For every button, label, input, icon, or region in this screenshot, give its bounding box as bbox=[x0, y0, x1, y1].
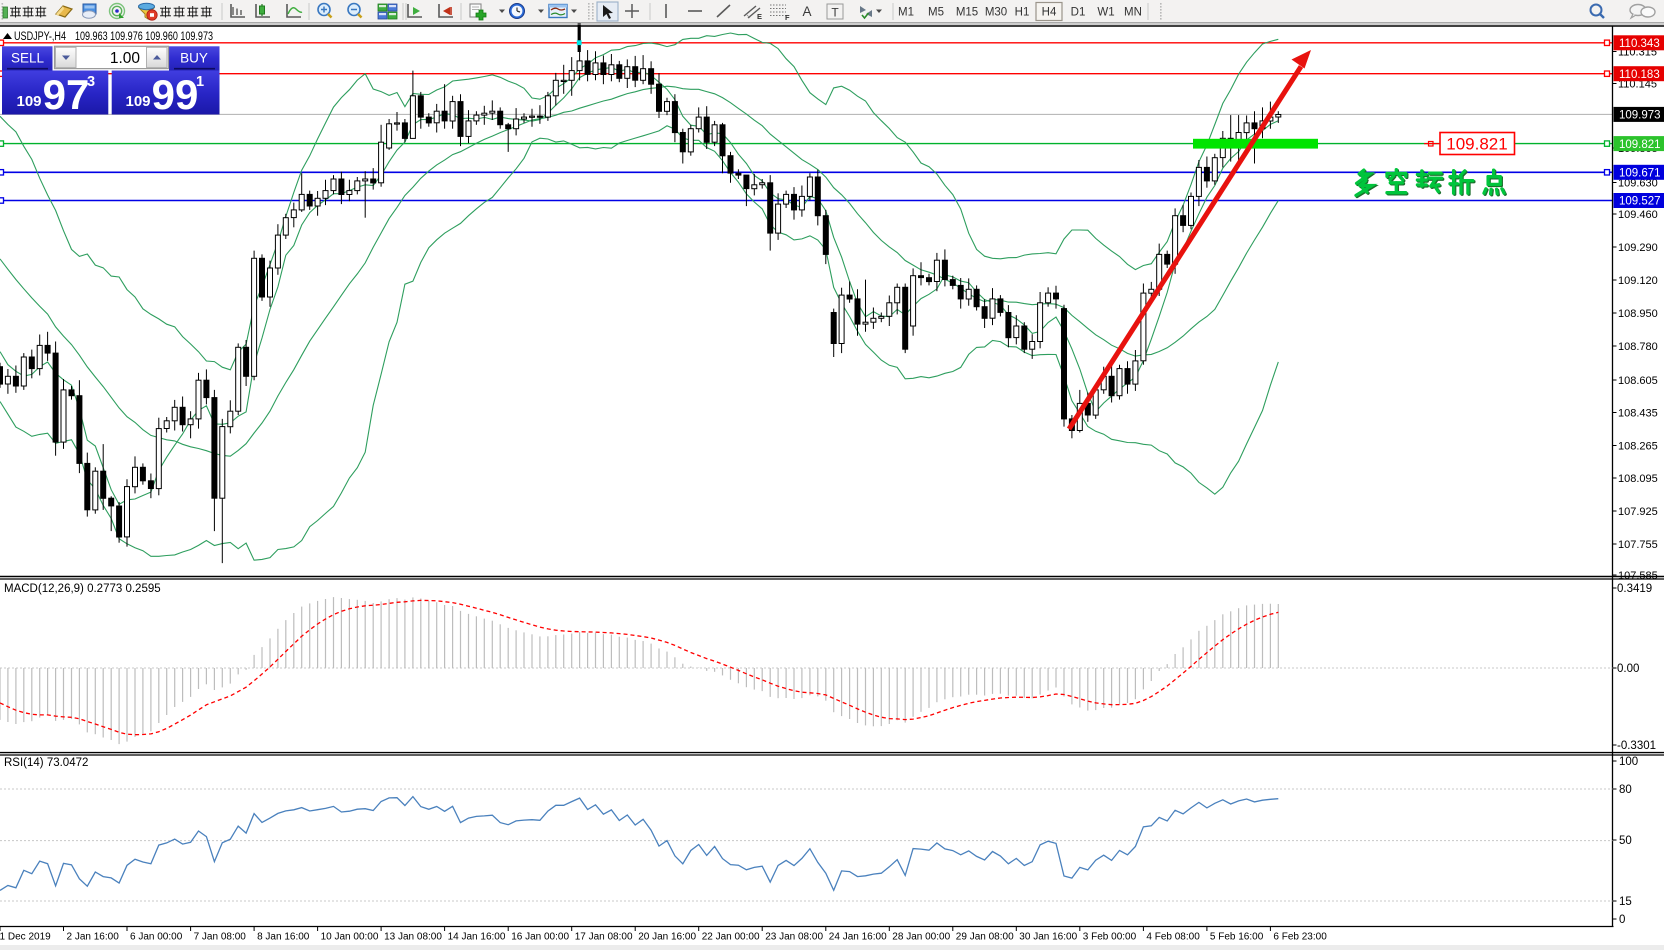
svg-text:0.00: 0.00 bbox=[1617, 663, 1639, 675]
svg-text:108.265: 108.265 bbox=[1618, 441, 1658, 453]
svg-text:W1: W1 bbox=[1097, 7, 1114, 19]
svg-text:109.671: 109.671 bbox=[1619, 168, 1661, 180]
svg-text:50: 50 bbox=[1619, 835, 1632, 847]
svg-text:80: 80 bbox=[1619, 784, 1632, 796]
svg-text:108.950: 108.950 bbox=[1618, 308, 1658, 320]
svg-text:14 Jan 16:00: 14 Jan 16:00 bbox=[448, 932, 506, 943]
svg-text:16 Jan 00:00: 16 Jan 00:00 bbox=[511, 932, 569, 943]
svg-text:100: 100 bbox=[1619, 756, 1638, 768]
svg-text:109.460: 109.460 bbox=[1618, 209, 1658, 221]
svg-text:M5: M5 bbox=[928, 7, 944, 19]
svg-text:6 Jan 00:00: 6 Jan 00:00 bbox=[130, 932, 183, 943]
svg-text:0: 0 bbox=[1619, 914, 1625, 926]
svg-text:1.00: 1.00 bbox=[110, 50, 141, 67]
svg-text:108.435: 108.435 bbox=[1618, 408, 1658, 420]
svg-text:10 Jan 00:00: 10 Jan 00:00 bbox=[321, 932, 379, 943]
svg-text:107.925: 107.925 bbox=[1618, 506, 1658, 518]
svg-text:-0.3301: -0.3301 bbox=[1617, 740, 1656, 752]
svg-text:M15: M15 bbox=[956, 7, 978, 19]
svg-text:31 Dec 2019: 31 Dec 2019 bbox=[0, 932, 51, 943]
svg-text:110.183: 110.183 bbox=[1619, 69, 1660, 81]
svg-text:1: 1 bbox=[196, 74, 204, 90]
svg-text:110.343: 110.343 bbox=[1619, 38, 1660, 50]
svg-text:M1: M1 bbox=[898, 7, 914, 19]
svg-text:0.3419: 0.3419 bbox=[1617, 583, 1652, 595]
svg-text:22 Jan 00:00: 22 Jan 00:00 bbox=[702, 932, 760, 943]
svg-text:17 Jan 08:00: 17 Jan 08:00 bbox=[575, 932, 633, 943]
svg-text:99: 99 bbox=[152, 71, 199, 118]
svg-text:SELL: SELL bbox=[11, 51, 45, 66]
svg-text:109: 109 bbox=[125, 93, 150, 110]
svg-text:110.145: 110.145 bbox=[1618, 79, 1657, 91]
svg-text:109.120: 109.120 bbox=[1618, 275, 1658, 287]
svg-text:5 Feb 16:00: 5 Feb 16:00 bbox=[1210, 932, 1264, 943]
svg-text:3: 3 bbox=[87, 74, 95, 90]
svg-text:M30: M30 bbox=[985, 7, 1007, 19]
svg-text:23 Jan 08:00: 23 Jan 08:00 bbox=[765, 932, 823, 943]
svg-text:6 Feb 23:00: 6 Feb 23:00 bbox=[1273, 932, 1327, 943]
svg-text:15: 15 bbox=[1619, 896, 1632, 908]
svg-text:108.780: 108.780 bbox=[1618, 341, 1658, 353]
svg-text:107.755: 107.755 bbox=[1618, 539, 1658, 551]
svg-text:MN: MN bbox=[1124, 7, 1142, 19]
svg-text:T: T bbox=[831, 6, 839, 20]
svg-text:H1: H1 bbox=[1015, 7, 1030, 19]
svg-text:109.973: 109.973 bbox=[1619, 110, 1661, 122]
svg-text:MACD(12,26,9) 0.2773 0.2595: MACD(12,26,9) 0.2773 0.2595 bbox=[4, 583, 161, 595]
svg-text:107.585: 107.585 bbox=[1618, 570, 1658, 582]
svg-text:97: 97 bbox=[43, 71, 90, 118]
svg-text:2 Jan 16:00: 2 Jan 16:00 bbox=[67, 932, 120, 943]
svg-text:108.095: 108.095 bbox=[1618, 473, 1658, 485]
svg-text:4 Feb 08:00: 4 Feb 08:00 bbox=[1146, 932, 1200, 943]
svg-text:108.605: 108.605 bbox=[1618, 375, 1658, 387]
svg-text:D1: D1 bbox=[1071, 7, 1086, 19]
svg-text:8 Jan 16:00: 8 Jan 16:00 bbox=[257, 932, 310, 943]
svg-text:109: 109 bbox=[16, 93, 41, 110]
svg-text:13 Jan 08:00: 13 Jan 08:00 bbox=[384, 932, 442, 943]
svg-text:20 Jan 16:00: 20 Jan 16:00 bbox=[638, 932, 696, 943]
svg-text:109.527: 109.527 bbox=[1619, 196, 1661, 208]
svg-text:E: E bbox=[757, 12, 762, 21]
svg-text:30 Jan 16:00: 30 Jan 16:00 bbox=[1019, 932, 1077, 943]
svg-text:109.290: 109.290 bbox=[1618, 242, 1658, 254]
svg-text:BUY: BUY bbox=[180, 51, 208, 66]
svg-text:109.963 109.976 109.960 109.97: 109.963 109.976 109.960 109.973 bbox=[75, 31, 213, 43]
svg-text:RSI(14) 73.0472: RSI(14) 73.0472 bbox=[4, 757, 88, 769]
svg-text:24 Jan 16:00: 24 Jan 16:00 bbox=[829, 932, 887, 943]
svg-text:USDJPY-,H4: USDJPY-,H4 bbox=[14, 31, 66, 43]
svg-text:28 Jan 00:00: 28 Jan 00:00 bbox=[892, 932, 950, 943]
svg-text:109.630: 109.630 bbox=[1618, 178, 1658, 190]
svg-text:F: F bbox=[785, 13, 790, 22]
svg-text:109.821: 109.821 bbox=[1446, 135, 1507, 154]
svg-text:109.821: 109.821 bbox=[1619, 139, 1661, 151]
svg-text:A: A bbox=[802, 4, 811, 19]
svg-text:7 Jan 08:00: 7 Jan 08:00 bbox=[194, 932, 247, 943]
svg-text:H4: H4 bbox=[1042, 7, 1057, 19]
svg-text:3 Feb 00:00: 3 Feb 00:00 bbox=[1083, 932, 1137, 943]
svg-text:29 Jan 08:00: 29 Jan 08:00 bbox=[956, 932, 1014, 943]
